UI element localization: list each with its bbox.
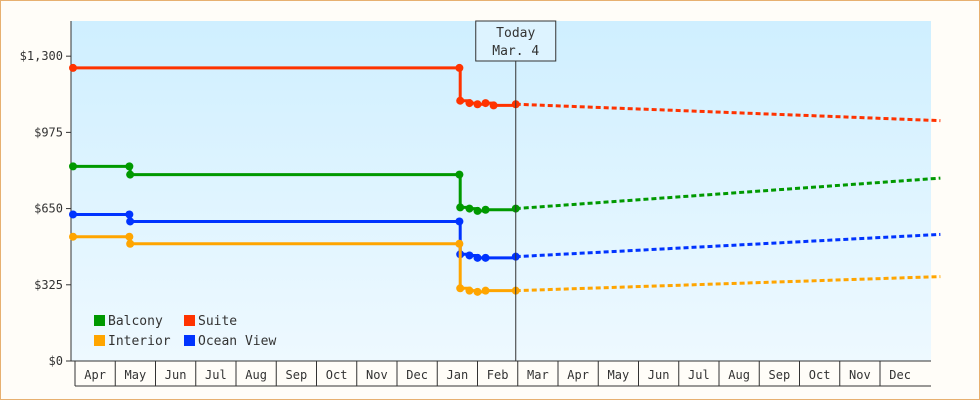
data-point-suite — [481, 99, 490, 108]
data-point-ocean-view — [69, 210, 77, 219]
data-point-suite — [473, 100, 482, 109]
x-tick-label: Dec — [406, 368, 428, 382]
series-layer — [69, 63, 941, 296]
legend-label: Balcony — [108, 314, 163, 329]
x-tick-label: Nov — [366, 368, 388, 382]
data-point-balcony — [125, 162, 134, 171]
data-point-interior — [481, 286, 490, 295]
data-point-suite — [489, 101, 498, 110]
x-tick-label: Mar — [527, 368, 549, 382]
data-point-ocean-view — [473, 253, 482, 262]
x-tick-label: Aug — [728, 368, 750, 382]
today-date: Mar. 4 — [492, 44, 539, 59]
x-tick-label: Jul — [205, 368, 227, 382]
data-point-ocean-view — [126, 217, 135, 226]
series-forecast-suite — [515, 102, 941, 123]
y-tick-label: $650 — [34, 202, 63, 216]
x-tick-label: Jul — [688, 368, 710, 382]
x-tick-label: Jun — [648, 368, 670, 382]
y-tick-label: $975 — [34, 125, 63, 139]
data-point-balcony — [481, 205, 490, 214]
x-tick-label: Sep — [286, 368, 308, 382]
data-point-interior — [456, 284, 465, 293]
data-point-balcony — [455, 170, 464, 179]
legend-label: Interior — [108, 334, 171, 349]
x-tick-label: Jun — [165, 368, 187, 382]
x-tick-label: Oct — [809, 368, 831, 382]
x-tick-label: Apr — [84, 368, 106, 382]
x-tick-label: Feb — [487, 368, 509, 382]
x-tick-label: Nov — [849, 368, 871, 382]
data-point-ocean-view — [481, 253, 490, 262]
y-tick-label: $325 — [34, 278, 63, 292]
data-point-interior — [126, 239, 135, 248]
today-box — [475, 20, 557, 62]
data-point-balcony — [473, 206, 482, 215]
legend-swatch — [184, 335, 195, 346]
x-tick-label: May — [608, 368, 630, 382]
data-point-balcony — [69, 162, 77, 171]
x-tick-label: Sep — [769, 368, 791, 382]
data-point-interior — [125, 232, 134, 241]
data-point-balcony — [126, 170, 135, 179]
data-point-ocean-view — [125, 210, 134, 219]
plot-area — [71, 21, 931, 361]
data-point-balcony — [456, 203, 465, 212]
x-tick-label: Jan — [447, 368, 469, 382]
legend-swatch — [184, 315, 195, 326]
data-point-interior — [465, 286, 474, 295]
today-label: Today — [496, 26, 535, 41]
today-marker: Today Mar. 4 — [475, 20, 557, 361]
legend: Balcony Suite Interior Ocean View — [94, 314, 276, 349]
x-tick-label: Aug — [245, 368, 267, 382]
legend-swatch — [94, 315, 105, 326]
series-forecast-ocean-view — [515, 232, 941, 259]
data-point-ocean-view — [465, 251, 474, 260]
series-forecast-balcony — [515, 176, 941, 211]
legend-swatch — [94, 335, 105, 346]
data-point-interior — [473, 287, 482, 296]
x-tick-label: Oct — [326, 368, 348, 382]
data-point-interior — [69, 232, 77, 241]
data-point-balcony — [465, 204, 474, 213]
y-tick-label: $0 — [49, 354, 63, 368]
x-tick-label: Dec — [889, 368, 911, 382]
series-forecast-interior — [515, 275, 941, 293]
y-tick-label: $1,300 — [20, 49, 63, 63]
y-axis: $0 $325 $650 $975 $1,300 — [20, 21, 72, 368]
data-point-suite — [465, 99, 474, 108]
data-point-suite — [456, 96, 465, 105]
x-axis: Apr May Jun Jul Aug Sep Oct Nov Dec Jan Feb Mar Apr M… — [71, 360, 931, 387]
data-point-suite — [455, 63, 464, 72]
legend-label: Ocean View — [198, 334, 276, 349]
x-tick-label: Apr — [567, 368, 589, 382]
legend-label: Suite — [198, 314, 237, 329]
data-point-suite — [69, 63, 77, 72]
data-point-ocean-view — [455, 217, 464, 226]
x-tick-label: May — [125, 368, 147, 382]
data-point-interior — [455, 239, 464, 248]
